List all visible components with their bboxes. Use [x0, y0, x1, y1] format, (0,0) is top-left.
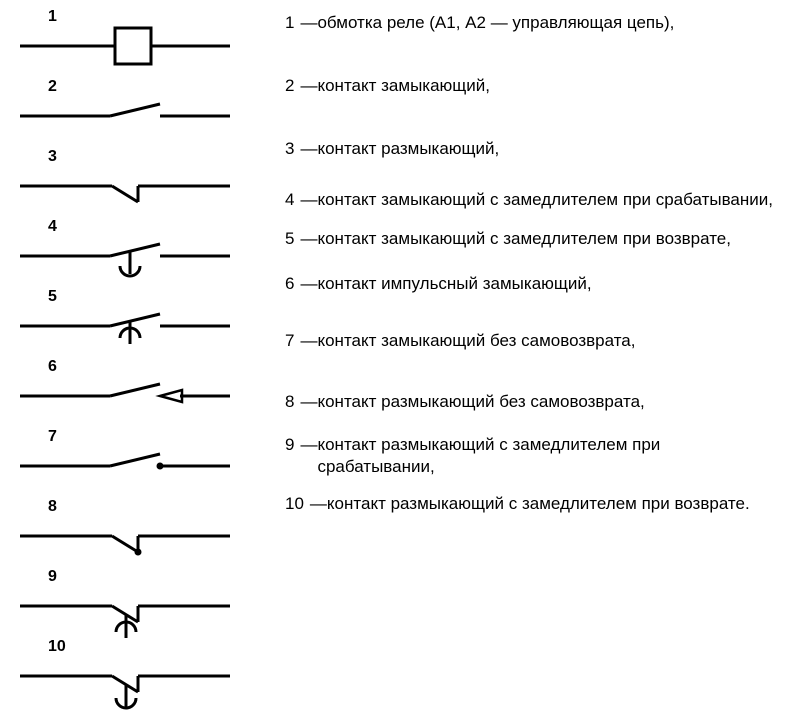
label-dash: — — [300, 330, 317, 353]
nc-contact-latched-icon — [20, 516, 235, 561]
label-dash: — — [300, 273, 317, 296]
label-number: 9 — [285, 434, 294, 457]
symbol-row-8: 8 — [20, 498, 285, 568]
label-dash: — — [300, 228, 317, 251]
label-text: контакт замыкающий с замедлителем при ср… — [317, 189, 780, 212]
nc-contact-delay-operate-icon — [20, 586, 235, 644]
symbol-row-7: 7 — [20, 428, 285, 498]
symbol-number: 1 — [48, 8, 57, 26]
label-row-2: 2 — контакт замыкающий, — [285, 75, 780, 98]
symbol-row-10: 10 — [20, 638, 285, 708]
symbol-row-4: 4 — [20, 218, 285, 288]
pulse-contact-icon — [20, 376, 235, 416]
label-text: обмотка реле (А1, А2 — управляющая цепь)… — [317, 12, 780, 35]
label-dash: — — [300, 189, 317, 212]
no-contact-latched-icon — [20, 446, 235, 486]
symbol-row-3: 3 — [20, 148, 285, 218]
label-dash: — — [300, 12, 317, 35]
symbol-number: 6 — [48, 358, 57, 376]
label-dash: — — [300, 391, 317, 414]
label-number: 5 — [285, 228, 294, 251]
label-row-3: 3 — контакт размыкающий, — [285, 138, 780, 161]
label-number: 2 — [285, 75, 294, 98]
symbol-number: 9 — [48, 568, 57, 586]
label-row-4: 4 — контакт замыкающий с замедлителем пр… — [285, 189, 780, 212]
nc-contact-icon — [20, 166, 235, 211]
symbol-row-9: 9 — [20, 568, 285, 638]
no-contact-delay-operate-icon — [20, 236, 235, 284]
symbol-number: 2 — [48, 78, 57, 96]
label-row-7: 7 — контакт замыкающий без самовозврата, — [285, 330, 780, 353]
label-dash: — — [300, 75, 317, 98]
label-dash: — — [310, 493, 327, 516]
label-text: контакт замыкающий с замедлителем при во… — [317, 228, 780, 251]
relay-coil-icon — [20, 26, 235, 71]
label-number: 8 — [285, 391, 294, 414]
symbol-row-1: 1 — [20, 8, 285, 78]
label-text: контакт замыкающий без самовозврата, — [317, 330, 780, 353]
label-text: контакт размыкающий, — [317, 138, 780, 161]
label-text: контакт импульсный замыкающий, — [317, 273, 780, 296]
symbol-number: 8 — [48, 498, 57, 516]
label-number: 1 — [285, 12, 294, 35]
symbol-number: 10 — [48, 638, 66, 656]
nc-contact-delay-release-icon — [20, 656, 235, 714]
label-dash: — — [300, 434, 317, 457]
symbol-row-5: 5 — [20, 288, 285, 358]
label-number: 7 — [285, 330, 294, 353]
label-dash: — — [300, 138, 317, 161]
label-text: контакт размыкающий с замедлителем при с… — [317, 434, 780, 480]
label-text: контакт замыкающий, — [317, 75, 780, 98]
label-number: 4 — [285, 189, 294, 212]
label-number: 10 — [285, 493, 304, 516]
label-row-1: 1 — обмотка реле (А1, А2 — управляющая ц… — [285, 12, 780, 35]
label-text: контакт размыкающий без самовозврата, — [317, 391, 780, 414]
symbol-row-6: 6 — [20, 358, 285, 428]
symbols-column: 1 2 3 — [0, 0, 285, 716]
symbol-number: 5 — [48, 288, 57, 306]
label-row-9: 9 — контакт размыкающий с замедлителем п… — [285, 434, 780, 480]
label-row-6: 6 — контакт импульсный замыкающий, — [285, 273, 780, 296]
symbol-number: 4 — [48, 218, 57, 236]
symbol-row-2: 2 — [20, 78, 285, 148]
label-text: контакт размыкающий с замедлителем при в… — [327, 493, 780, 516]
label-number: 3 — [285, 138, 294, 161]
page-container: 1 2 3 — [0, 0, 800, 716]
symbol-number: 3 — [48, 148, 57, 166]
labels-column: 1 — обмотка реле (А1, А2 — управляющая ц… — [285, 0, 800, 716]
label-row-10: 10 — контакт размыкающий с замедлителем … — [285, 493, 780, 516]
label-row-8: 8 — контакт размыкающий без самовозврата… — [285, 391, 780, 414]
label-number: 6 — [285, 273, 294, 296]
label-row-5: 5 — контакт замыкающий с замедлителем пр… — [285, 228, 780, 251]
no-contact-icon — [20, 96, 235, 136]
no-contact-delay-release-icon — [20, 306, 235, 354]
symbol-number: 7 — [48, 428, 57, 446]
